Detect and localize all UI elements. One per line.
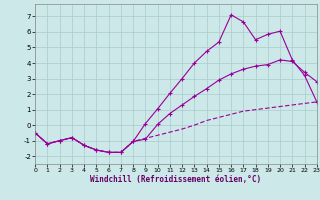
X-axis label: Windchill (Refroidissement éolien,°C): Windchill (Refroidissement éolien,°C) (91, 175, 261, 184)
